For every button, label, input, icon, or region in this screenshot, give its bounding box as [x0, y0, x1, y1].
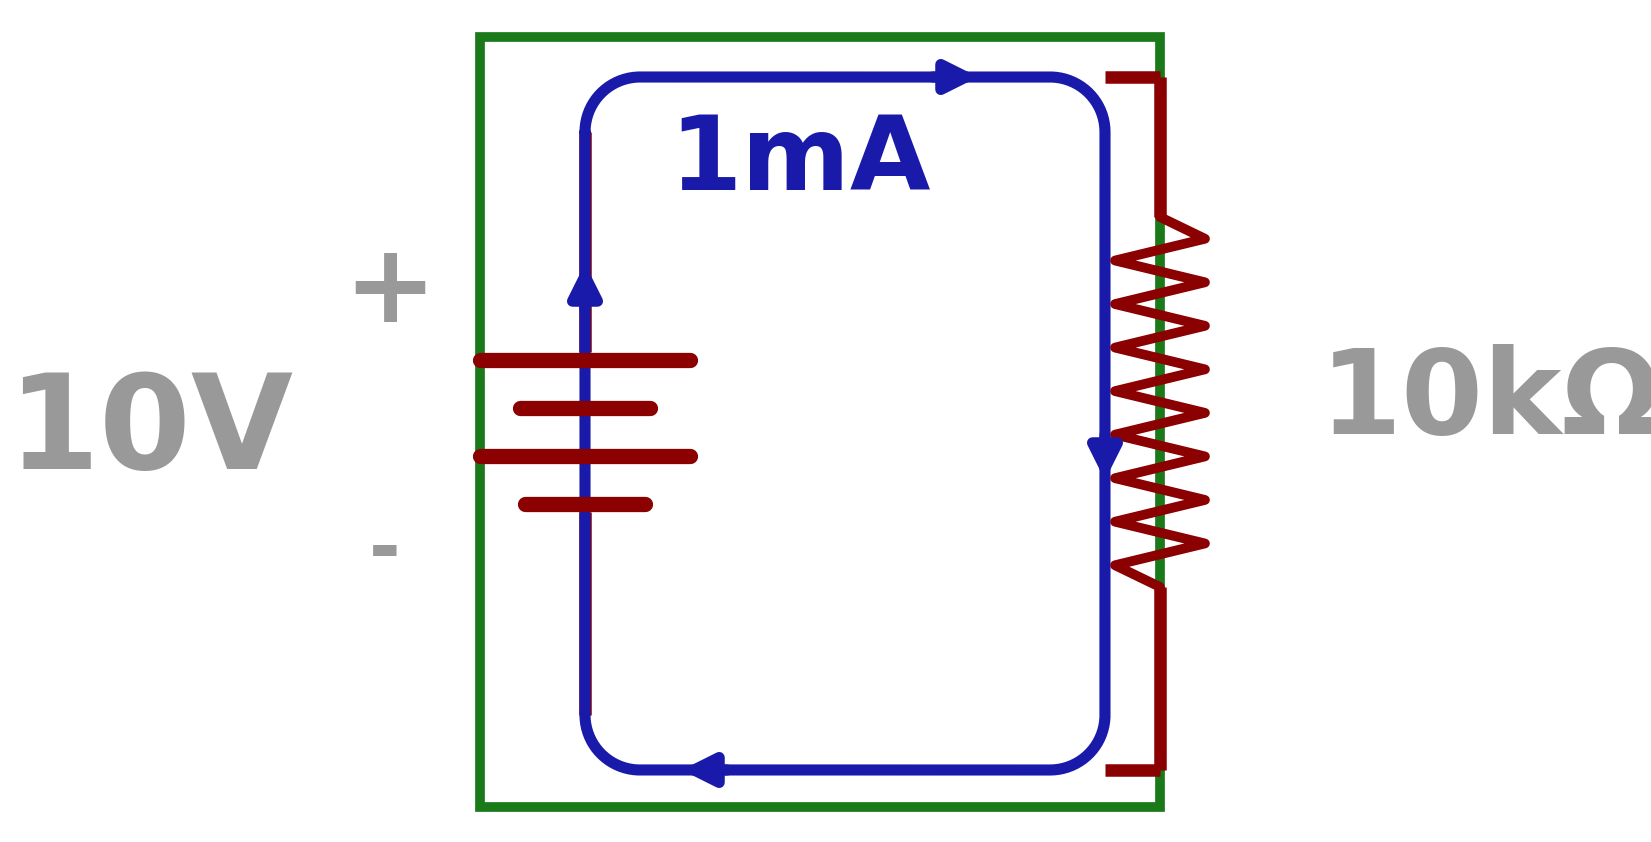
Text: 1mA: 1mA — [669, 111, 931, 212]
Text: 10V: 10V — [7, 369, 292, 495]
Text: -: - — [370, 515, 401, 589]
Text: 10kΩ: 10kΩ — [1321, 344, 1651, 460]
Text: +: + — [343, 238, 436, 345]
